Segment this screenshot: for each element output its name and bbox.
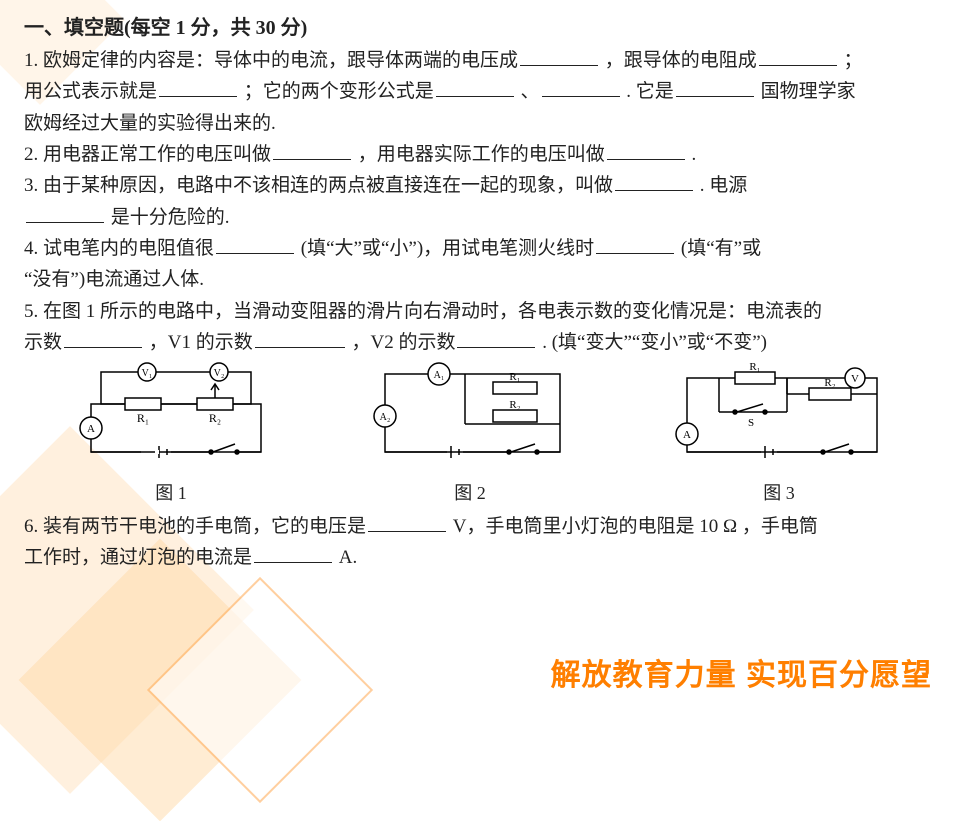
blank: [596, 233, 674, 254]
label-v2: V₂: [214, 368, 225, 379]
blank: [436, 76, 514, 97]
text: 国物理学家: [761, 81, 856, 102]
blank: [457, 327, 535, 348]
text: . 它是: [626, 81, 674, 102]
question-3: 3. 由于某种原因，电路中不该相连的两点被直接连在一起的现象，叫做 . 电源 是…: [24, 170, 936, 233]
blank: [607, 139, 685, 160]
figure-2: A₁ A₂ R₁ R₂ 图 2: [365, 362, 575, 509]
text: . 电源: [700, 175, 748, 196]
text: ；它的两个变形公式是: [244, 81, 434, 102]
figure-caption: 图 2: [365, 479, 575, 509]
blank: [159, 76, 237, 97]
text: V，手电筒里小灯泡的电阻是 10 Ω ，手电筒: [453, 516, 818, 537]
text: 工作时，通过灯泡的电流是: [24, 547, 252, 568]
label-a1: A₁: [434, 370, 445, 381]
blank: [542, 76, 620, 97]
blank: [676, 76, 754, 97]
text: .: [692, 144, 697, 165]
circuit-diagram-3: V A R₁ R₂ S: [669, 362, 889, 477]
label-a2: A₂: [380, 412, 391, 423]
label-a: A: [683, 429, 691, 441]
figure-caption: 图 3: [669, 479, 889, 509]
question-5: 5. 在图 1 所示的电路中，当滑动变阻器的滑片向右滑动时，各电表示数的变化情况…: [24, 296, 936, 359]
text: 4. 试电笔内的电阻值很: [24, 238, 214, 259]
circuit-diagram-1: V₁ V₂ A R₁ R₂: [71, 362, 271, 477]
text: (填“大”或“小”)，用试电笔测火线时: [301, 238, 594, 259]
question-2: 2. 用电器正常工作的电压叫做 ，用电器实际工作的电压叫做 .: [24, 139, 936, 170]
blank: [64, 327, 142, 348]
text: ，V2 的示数: [352, 332, 456, 353]
label-r1: R₁: [509, 371, 520, 383]
question-6: 6. 装有两节干电池的手电筒，它的电压是 V，手电筒里小灯泡的电阻是 10 Ω …: [24, 511, 936, 574]
label-r1: R₁: [137, 411, 149, 425]
text: A.: [339, 547, 357, 568]
text: ，跟导体的电阻成: [605, 50, 757, 71]
figure-1: V₁ V₂ A R₁ R₂ 图 1: [71, 362, 271, 509]
document-body: 一、填空题(每空 1 分，共 30 分) 1. 欧姆定律的内容是：导体中的电流，…: [0, 0, 960, 574]
label-r2: R₂: [509, 399, 520, 411]
text: 3. 由于某种原因，电路中不该相连的两点被直接连在一起的现象，叫做: [24, 175, 613, 196]
text: 6. 装有两节干电池的手电筒，它的电压是: [24, 516, 366, 537]
text: 示数: [24, 332, 62, 353]
question-4: 4. 试电笔内的电阻值很 (填“大”或“小”)，用试电笔测火线时 (填“有”或 …: [24, 233, 936, 296]
text: (填“有”或: [681, 238, 761, 259]
text: 5. 在图 1 所示的电路中，当滑动变阻器的滑片向右滑动时，各电表示数的变化情况…: [24, 301, 822, 322]
slogan-text: 解放教育力量 实现百分愿望: [551, 650, 932, 694]
text: 、: [521, 81, 540, 102]
blank: [254, 543, 332, 564]
text: ，用电器实际工作的电压叫做: [358, 144, 605, 165]
question-1: 1. 欧姆定律的内容是：导体中的电流，跟导体两端的电压成 ，跟导体的电阻成 ； …: [24, 45, 936, 139]
text: 欧姆经过大量的实验得出来的.: [24, 113, 276, 134]
text: 用公式表示就是: [24, 81, 157, 102]
blank: [520, 45, 598, 66]
section-title: 一、填空题(每空 1 分，共 30 分): [24, 12, 936, 45]
blank: [26, 202, 104, 223]
label-a: A: [87, 423, 95, 435]
figure-caption: 图 1: [71, 479, 271, 509]
text: ，V1 的示数: [149, 332, 253, 353]
figures-row: V₁ V₂ A R₁ R₂ 图 1: [24, 362, 936, 509]
label-v1: V₁: [142, 368, 153, 379]
blank: [255, 327, 345, 348]
label-v: V: [851, 373, 859, 385]
label-s: S: [748, 417, 754, 429]
blank: [273, 139, 351, 160]
text: ；: [844, 50, 863, 71]
circuit-diagram-2: A₁ A₂ R₁ R₂: [365, 362, 575, 477]
text: “没有”)电流通过人体.: [24, 269, 204, 290]
blank: [368, 511, 446, 532]
blank: [615, 170, 693, 191]
label-r2: R₂: [209, 411, 221, 425]
text: 是十分危险的.: [111, 207, 230, 228]
text: 1. 欧姆定律的内容是：导体中的电流，跟导体两端的电压成: [24, 50, 518, 71]
text: . (填“变大”“变小”或“不变”): [542, 332, 767, 353]
figure-3: V A R₁ R₂ S 图 3: [669, 362, 889, 509]
blank: [216, 233, 294, 254]
blank: [759, 45, 837, 66]
label-r2: R₂: [824, 377, 835, 389]
label-r1: R₁: [749, 362, 760, 373]
text: 2. 用电器正常工作的电压叫做: [24, 144, 271, 165]
